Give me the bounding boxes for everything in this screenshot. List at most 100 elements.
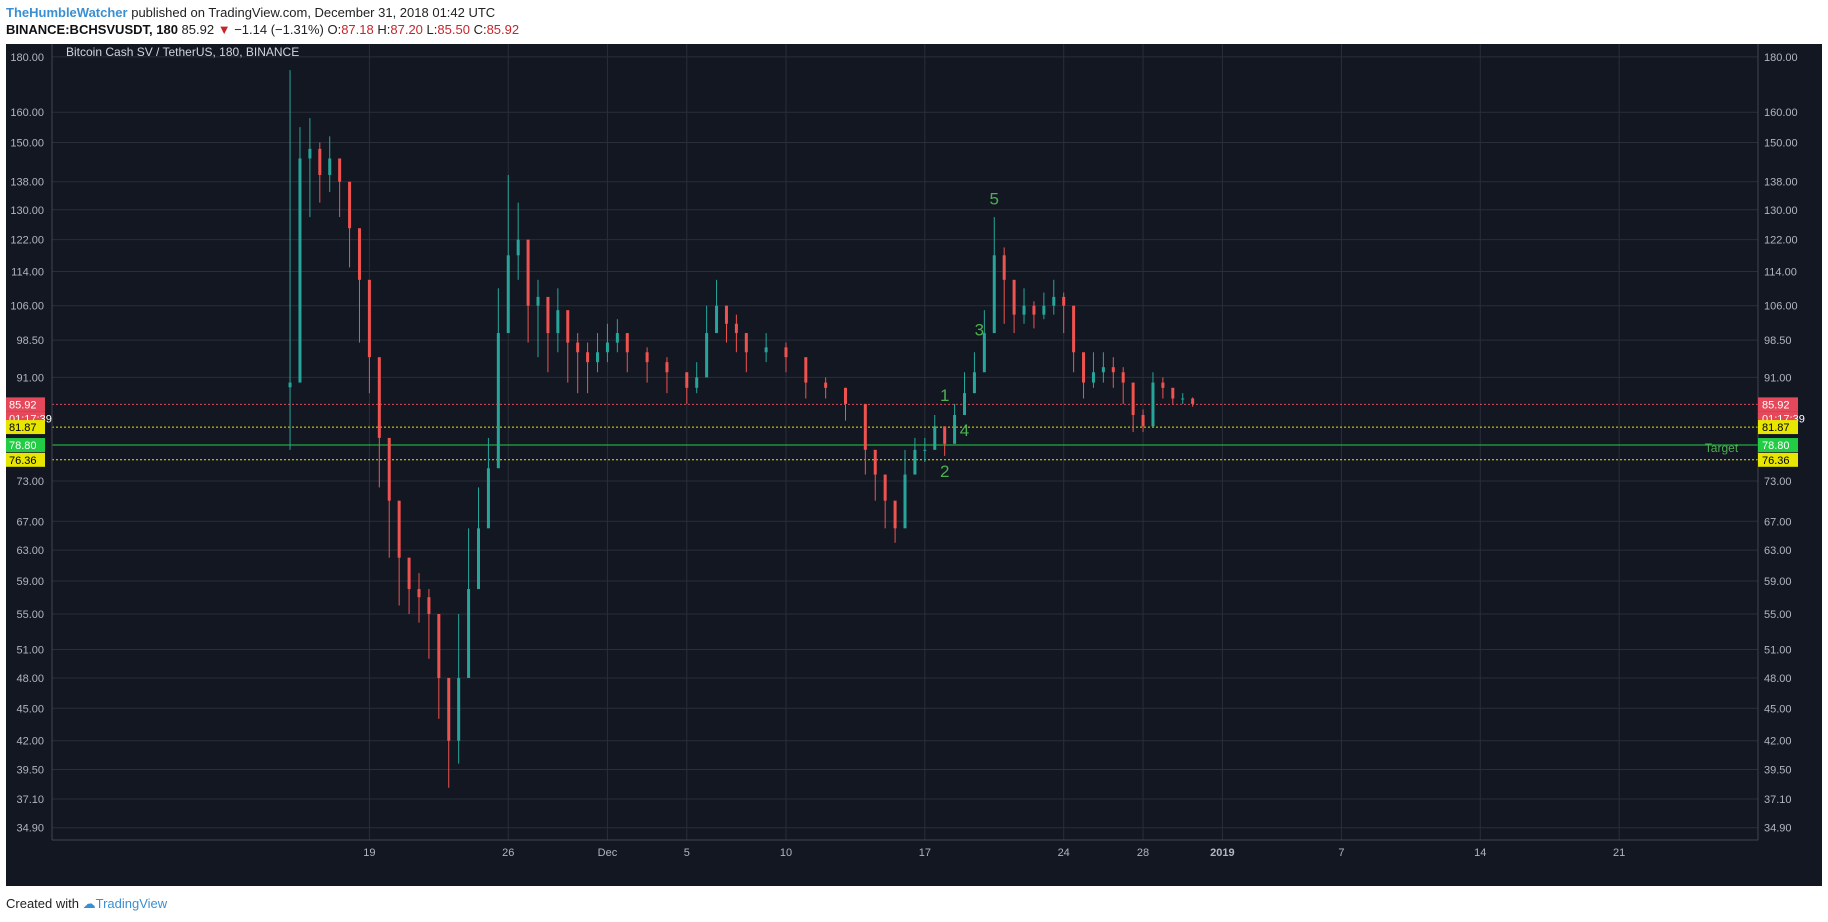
candle-body[interactable] — [893, 500, 897, 529]
candle-body[interactable] — [348, 181, 352, 229]
candle-body[interactable] — [1082, 352, 1086, 383]
candle-body[interactable] — [447, 677, 451, 741]
candle-body[interactable] — [1101, 367, 1105, 373]
candle-body[interactable] — [407, 557, 411, 590]
candle-body[interactable] — [308, 148, 312, 159]
candle-body[interactable] — [824, 382, 828, 388]
candle-body[interactable] — [1091, 372, 1095, 383]
price-badge[interactable] — [6, 452, 45, 467]
price-badge-label: 76.36 — [9, 455, 37, 467]
candle-body[interactable] — [843, 387, 847, 404]
candle-body[interactable] — [596, 352, 600, 363]
candle-body[interactable] — [715, 305, 719, 334]
tradingview-brand[interactable]: TradingView — [95, 896, 168, 911]
candle-body[interactable] — [556, 310, 560, 334]
candle-body[interactable] — [288, 382, 292, 388]
candle-body[interactable] — [963, 393, 967, 416]
target-annotation: Target — [1705, 441, 1739, 455]
candle-body[interactable] — [1131, 382, 1135, 416]
candle-body[interactable] — [992, 255, 996, 334]
candle-body[interactable] — [883, 474, 887, 501]
tradingview-logo-icon[interactable]: ☁ — [82, 896, 96, 911]
candle-body[interactable] — [328, 158, 332, 175]
candle-body[interactable] — [526, 239, 530, 306]
candle-body[interactable] — [784, 347, 788, 358]
candle-body[interactable] — [536, 296, 540, 306]
candle-body[interactable] — [367, 279, 371, 358]
candle-body[interactable] — [953, 415, 957, 444]
candle-body[interactable] — [586, 352, 590, 363]
candle-body[interactable] — [576, 342, 580, 353]
candle-body[interactable] — [863, 403, 867, 450]
candle-body[interactable] — [1121, 372, 1125, 383]
candle-body[interactable] — [695, 377, 699, 388]
price-badge[interactable] — [6, 438, 45, 453]
candle-body[interactable] — [1151, 382, 1155, 427]
candle-body[interactable] — [913, 449, 917, 475]
candle-body[interactable] — [1181, 398, 1185, 400]
candlestick-chart[interactable]: 1 2 3 4 5 Target 180.00 180.00 160.00 160.00 150.0… — [6, 44, 1822, 886]
price-badge[interactable] — [1758, 420, 1798, 435]
candle-body[interactable] — [1042, 305, 1046, 315]
price-badge[interactable] — [6, 397, 45, 412]
candle-body[interactable] — [467, 589, 471, 678]
candle-body[interactable] — [645, 352, 649, 363]
candle-body[interactable] — [417, 589, 421, 598]
candle-body[interactable] — [397, 500, 401, 558]
candle-body[interactable] — [764, 347, 768, 353]
candle-body[interactable] — [923, 449, 927, 451]
candle-body[interactable] — [506, 255, 510, 334]
candle-body[interactable] — [933, 426, 937, 450]
price-badge[interactable] — [1758, 452, 1798, 467]
candle-body[interactable] — [486, 468, 490, 529]
candle-body[interactable] — [1072, 305, 1076, 353]
candle-body[interactable] — [298, 158, 302, 383]
candle-body[interactable] — [1062, 296, 1066, 306]
candle-body[interactable] — [566, 310, 570, 343]
candle-body[interactable] — [804, 357, 808, 383]
created-with-label: Created with — [6, 896, 79, 911]
candle-body[interactable] — [1032, 305, 1036, 315]
price-badge[interactable] — [6, 420, 45, 435]
candle-body[interactable] — [1171, 387, 1175, 399]
price-badge[interactable] — [1758, 438, 1798, 453]
candle-body[interactable] — [685, 372, 689, 388]
candle-body[interactable] — [873, 449, 877, 475]
candle-body[interactable] — [338, 158, 342, 182]
candle-body[interactable] — [705, 333, 709, 378]
candle-body[interactable] — [943, 426, 947, 444]
author-name[interactable]: TheHumbleWatcher — [6, 5, 128, 20]
candle-body[interactable] — [625, 333, 629, 353]
candle-body[interactable] — [903, 474, 907, 529]
candle-body[interactable] — [605, 342, 609, 353]
candle-body[interactable] — [1002, 255, 1006, 280]
candle-body[interactable] — [357, 228, 361, 280]
candle-body[interactable] — [387, 437, 391, 501]
price-badge[interactable] — [1758, 397, 1798, 412]
x-tick-label: 14 — [1474, 847, 1486, 859]
candle-body[interactable] — [972, 372, 976, 394]
candle-body[interactable] — [516, 239, 520, 256]
candle-body[interactable] — [724, 305, 728, 324]
chart-container[interactable]: 1 2 3 4 5 Target 180.00 180.00 160.00 160.00 150.0… — [6, 44, 1822, 886]
candle-body[interactable] — [1012, 279, 1016, 315]
candle-body[interactable] — [437, 613, 441, 678]
candle-body[interactable] — [1141, 415, 1145, 427]
candle-body[interactable] — [1052, 296, 1056, 306]
candle-body[interactable] — [427, 597, 431, 614]
candle-body[interactable] — [1161, 382, 1165, 388]
candle-body[interactable] — [496, 333, 500, 469]
candle-body[interactable] — [1111, 367, 1115, 373]
candle-body[interactable] — [318, 148, 322, 175]
candle-body[interactable] — [1191, 398, 1195, 404]
candle-body[interactable] — [982, 333, 986, 373]
candle-body[interactable] — [1022, 305, 1026, 315]
candle-body[interactable] — [734, 323, 738, 334]
candle-body[interactable] — [744, 333, 748, 353]
candle-body[interactable] — [377, 357, 381, 438]
candle-body[interactable] — [546, 296, 550, 334]
candle-body[interactable] — [615, 333, 619, 343]
candle-body[interactable] — [457, 677, 461, 741]
candle-body[interactable] — [665, 362, 669, 373]
candle-body[interactable] — [477, 528, 480, 590]
